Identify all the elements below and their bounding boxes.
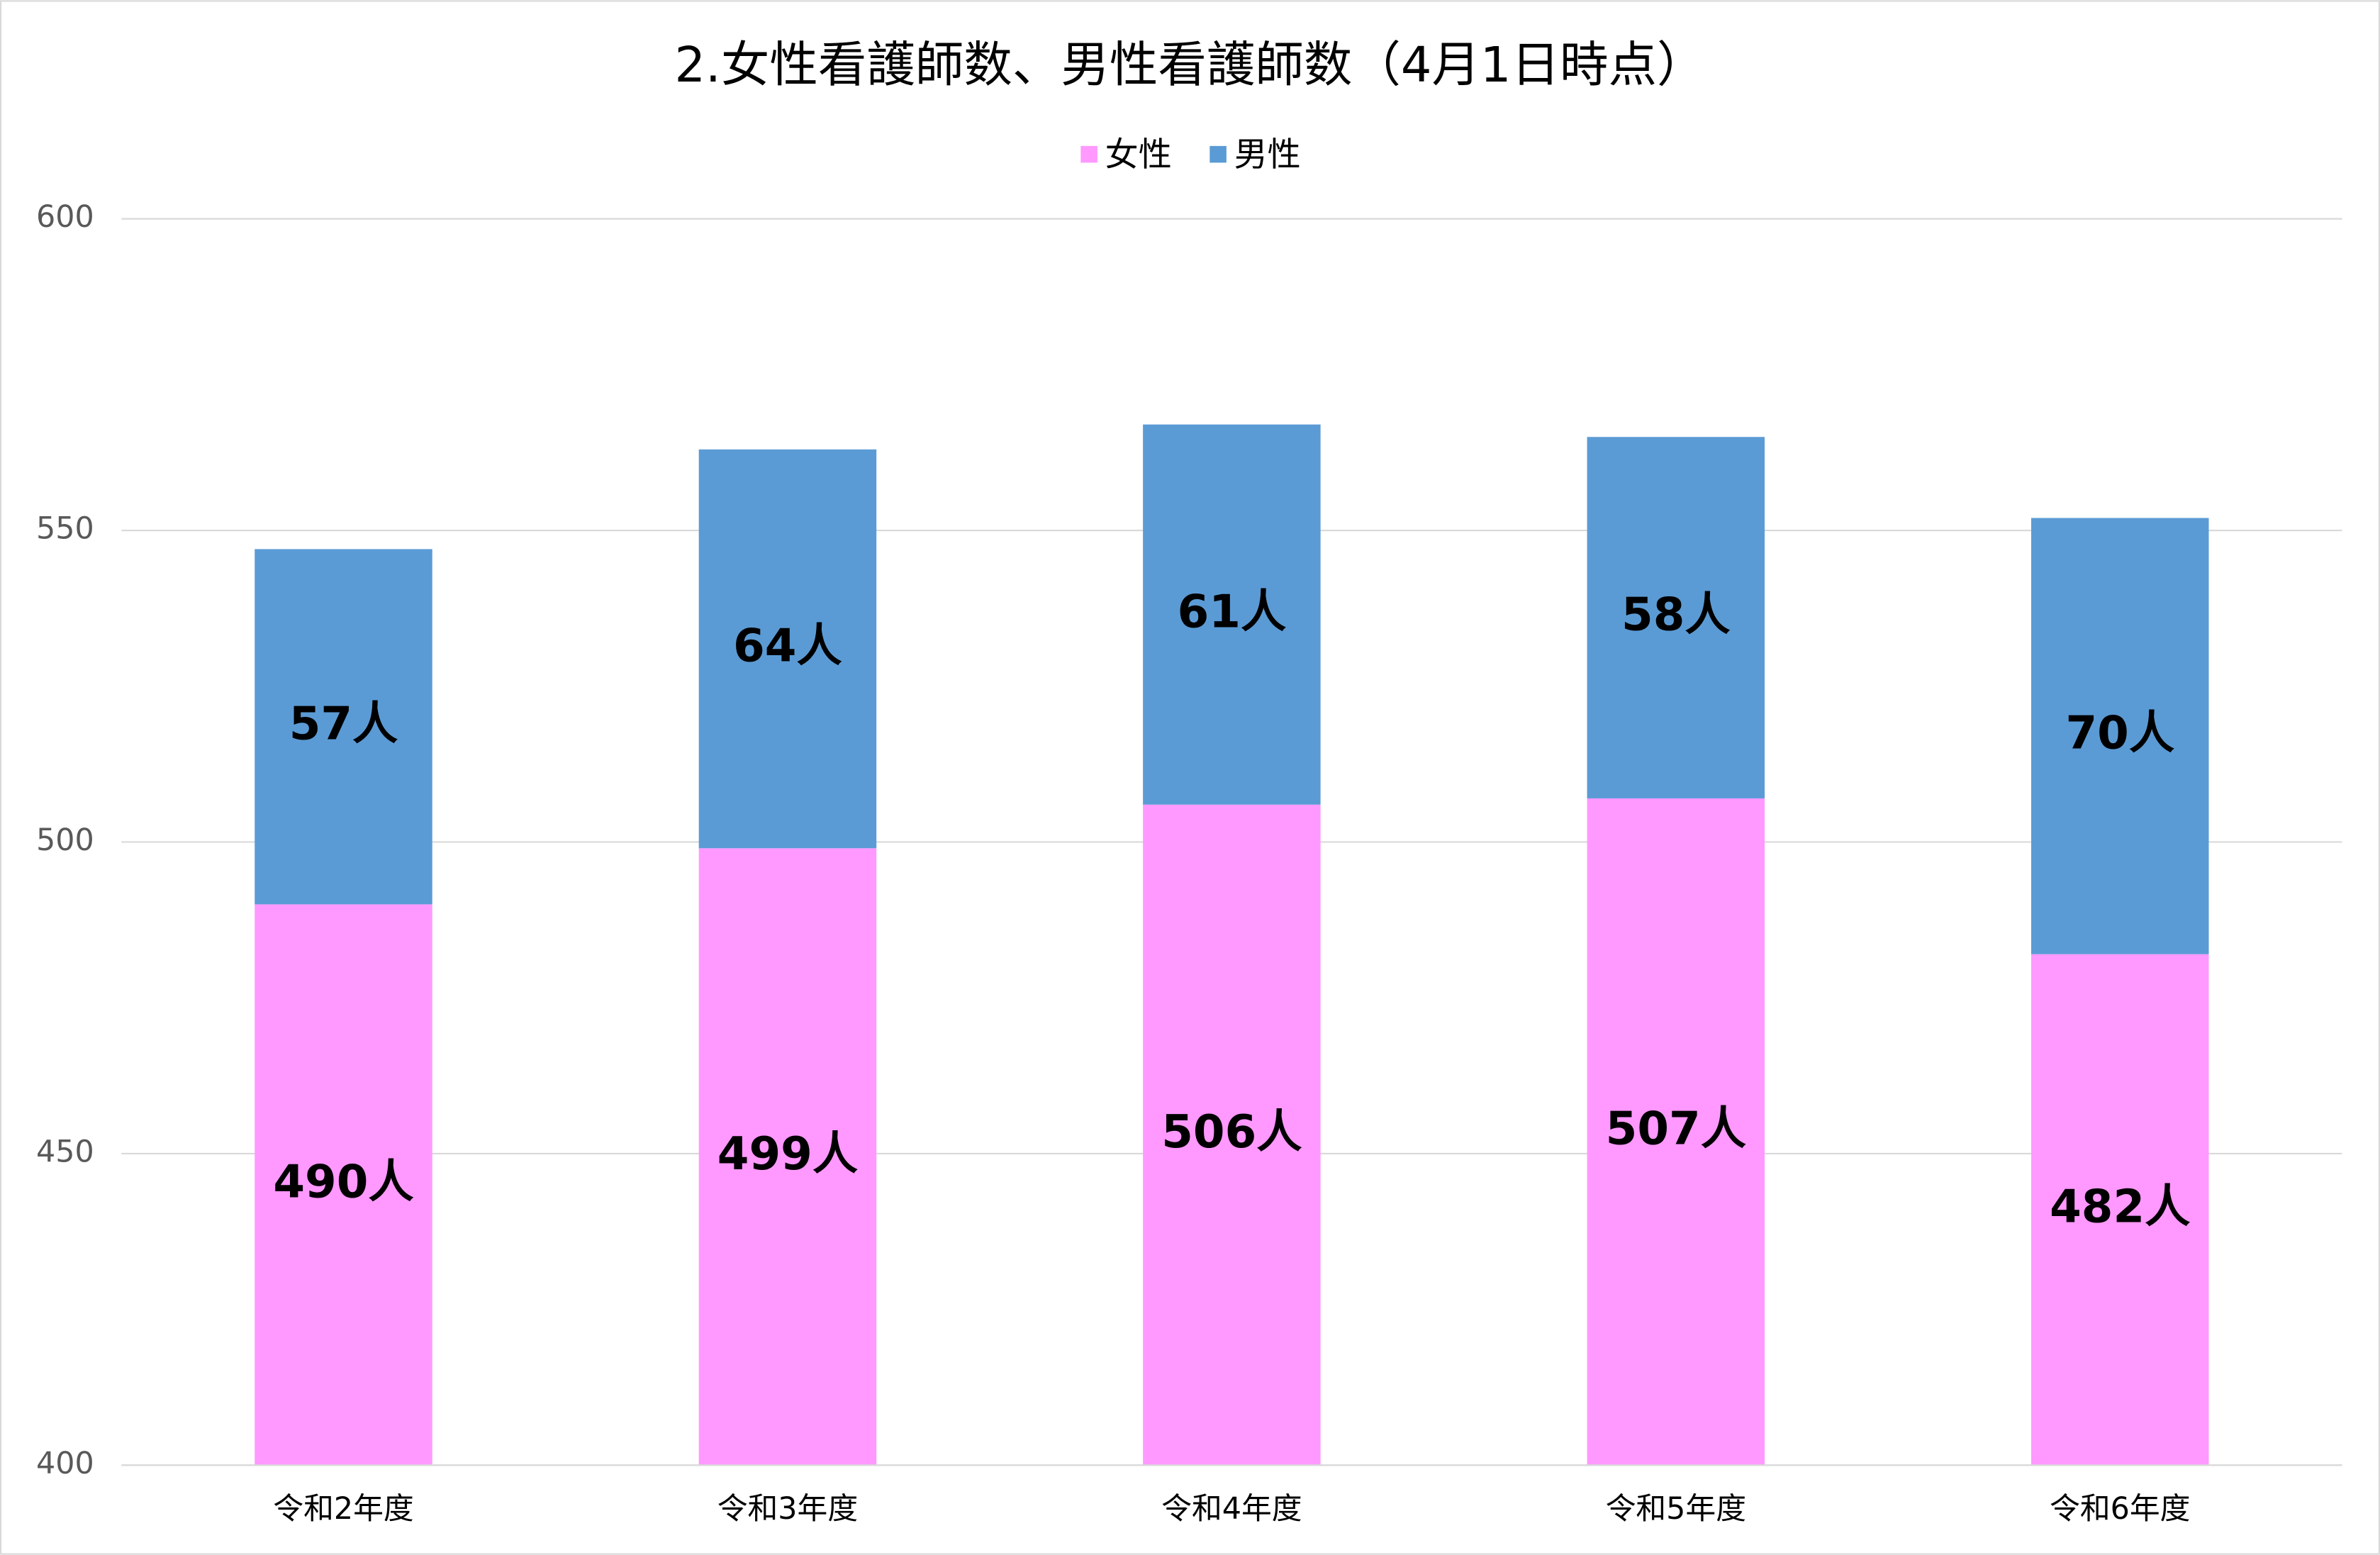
- data-label: 70人: [2065, 707, 2174, 760]
- y-tick-label: 600: [36, 199, 94, 235]
- legend-swatch: [1080, 145, 1097, 163]
- bar-segment: [698, 848, 877, 1466]
- data-label: 482人: [2050, 1181, 2190, 1234]
- data-label: 490人: [273, 1155, 413, 1208]
- y-tick-label: 550: [36, 511, 94, 547]
- data-label: 64人: [733, 620, 842, 673]
- y-tick-label: 400: [36, 1446, 94, 1481]
- y-tick-label: 500: [36, 823, 94, 858]
- bar-segment: [1143, 424, 1321, 805]
- bar-segment: [2031, 518, 2209, 954]
- x-tick-label: 令和5年度: [1606, 1491, 1746, 1527]
- data-label: 507人: [1606, 1103, 1746, 1156]
- x-tick-label: 令和4年度: [1161, 1491, 1302, 1527]
- bar-segment: [255, 549, 432, 905]
- x-tick-label: 令和2年度: [273, 1491, 413, 1527]
- legend-label: 女性: [1105, 135, 1172, 174]
- data-label: 499人: [717, 1127, 858, 1181]
- data-label: 61人: [1178, 585, 1287, 638]
- bar-segment: [2031, 954, 2209, 1466]
- bar-segment: [1143, 804, 1321, 1466]
- y-tick-label: 450: [36, 1134, 94, 1169]
- chart-title: 2.女性看護師数、男性看護師数（4月1日時点）: [674, 37, 1705, 94]
- bar-segment: [1587, 437, 1765, 798]
- data-label: 58人: [1621, 589, 1731, 642]
- x-tick-label: 令和6年度: [2050, 1491, 2190, 1527]
- bar-segment: [698, 449, 877, 849]
- legend-swatch: [1209, 145, 1227, 163]
- bar-segment: [1587, 798, 1765, 1466]
- bar-segment: [255, 904, 432, 1466]
- data-label: 506人: [1161, 1105, 1302, 1159]
- data-label: 57人: [289, 697, 398, 750]
- x-tick-label: 令和3年度: [717, 1491, 858, 1527]
- legend-label: 男性: [1234, 135, 1301, 174]
